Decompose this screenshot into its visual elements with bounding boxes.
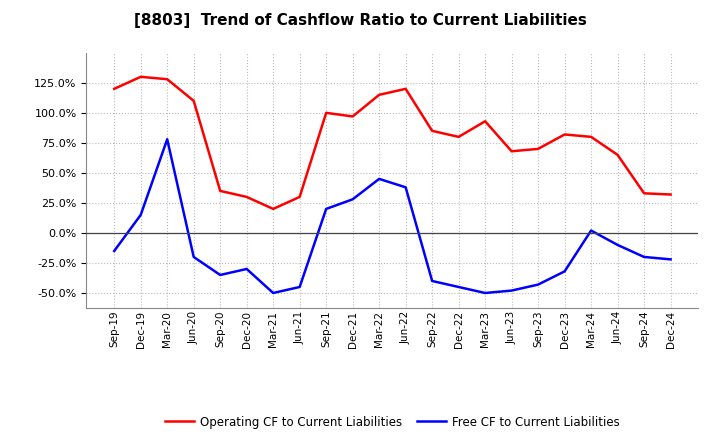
Operating CF to Current Liabilities <box>295 194 304 200</box>
Free CF to Current Liabilities <box>640 254 649 260</box>
Free CF to Current Liabilities <box>269 290 277 296</box>
Operating CF to Current Liabilities <box>508 149 516 154</box>
Free CF to Current Liabilities <box>243 266 251 271</box>
Text: [8803]  Trend of Cashflow Ratio to Current Liabilities: [8803] Trend of Cashflow Ratio to Curren… <box>134 13 586 28</box>
Free CF to Current Liabilities <box>136 212 145 217</box>
Free CF to Current Liabilities <box>216 272 225 278</box>
Free CF to Current Liabilities <box>560 269 569 274</box>
Operating CF to Current Liabilities <box>163 77 171 82</box>
Operating CF to Current Liabilities <box>110 86 119 92</box>
Free CF to Current Liabilities <box>508 288 516 293</box>
Free CF to Current Liabilities <box>534 282 542 287</box>
Operating CF to Current Liabilities <box>481 119 490 124</box>
Free CF to Current Liabilities <box>666 257 675 262</box>
Line: Free CF to Current Liabilities: Free CF to Current Liabilities <box>114 139 670 293</box>
Operating CF to Current Liabilities <box>613 152 622 158</box>
Operating CF to Current Liabilities <box>454 134 463 139</box>
Operating CF to Current Liabilities <box>375 92 384 98</box>
Operating CF to Current Liabilities <box>216 188 225 194</box>
Line: Operating CF to Current Liabilities: Operating CF to Current Liabilities <box>114 77 670 209</box>
Free CF to Current Liabilities <box>348 197 357 202</box>
Operating CF to Current Liabilities <box>136 74 145 80</box>
Free CF to Current Liabilities <box>375 176 384 182</box>
Operating CF to Current Liabilities <box>640 191 649 196</box>
Free CF to Current Liabilities <box>401 185 410 190</box>
Free CF to Current Liabilities <box>163 137 171 142</box>
Operating CF to Current Liabilities <box>401 86 410 92</box>
Free CF to Current Liabilities <box>110 248 119 253</box>
Free CF to Current Liabilities <box>322 206 330 212</box>
Free CF to Current Liabilities <box>454 284 463 290</box>
Free CF to Current Liabilities <box>428 279 436 284</box>
Operating CF to Current Liabilities <box>534 146 542 151</box>
Operating CF to Current Liabilities <box>189 98 198 103</box>
Free CF to Current Liabilities <box>613 242 622 248</box>
Free CF to Current Liabilities <box>587 228 595 233</box>
Legend: Operating CF to Current Liabilities, Free CF to Current Liabilities: Operating CF to Current Liabilities, Fre… <box>161 411 624 433</box>
Free CF to Current Liabilities <box>189 254 198 260</box>
Operating CF to Current Liabilities <box>587 134 595 139</box>
Free CF to Current Liabilities <box>295 284 304 290</box>
Operating CF to Current Liabilities <box>322 110 330 115</box>
Free CF to Current Liabilities <box>481 290 490 296</box>
Operating CF to Current Liabilities <box>348 114 357 119</box>
Operating CF to Current Liabilities <box>666 192 675 197</box>
Operating CF to Current Liabilities <box>560 132 569 137</box>
Operating CF to Current Liabilities <box>243 194 251 200</box>
Operating CF to Current Liabilities <box>428 128 436 133</box>
Operating CF to Current Liabilities <box>269 206 277 212</box>
